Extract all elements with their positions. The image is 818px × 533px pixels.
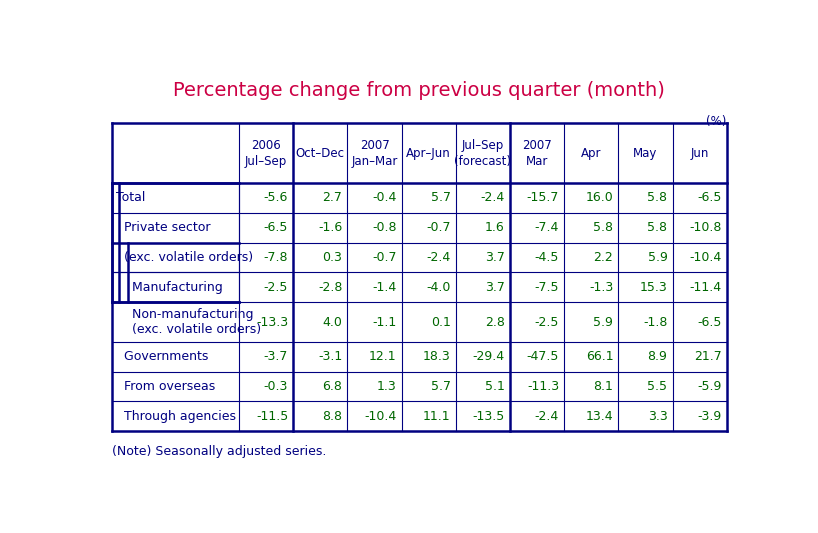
- Text: (%): (%): [706, 115, 726, 128]
- Text: -13.5: -13.5: [473, 410, 505, 423]
- Text: -1.3: -1.3: [589, 281, 614, 294]
- Text: Jul–Sep
(forecast): Jul–Sep (forecast): [454, 139, 511, 168]
- Text: (exc. volatile orders): (exc. volatile orders): [115, 251, 253, 264]
- Text: 5.8: 5.8: [647, 221, 667, 234]
- Text: -2.4: -2.4: [481, 191, 505, 205]
- Text: 15.3: 15.3: [640, 281, 667, 294]
- Text: -10.4: -10.4: [690, 251, 721, 264]
- Text: Private sector: Private sector: [115, 221, 210, 234]
- Text: 2006
Jul–Sep: 2006 Jul–Sep: [245, 139, 287, 168]
- Text: 6.8: 6.8: [322, 380, 343, 393]
- Text: 13.4: 13.4: [586, 410, 614, 423]
- Text: 2.2: 2.2: [594, 251, 614, 264]
- Text: -7.4: -7.4: [535, 221, 559, 234]
- Text: 1.6: 1.6: [485, 221, 505, 234]
- Text: -3.7: -3.7: [263, 350, 288, 364]
- Text: -11.3: -11.3: [527, 380, 559, 393]
- Text: -0.8: -0.8: [372, 221, 397, 234]
- Text: Apr: Apr: [581, 147, 601, 160]
- Text: -2.4: -2.4: [535, 410, 559, 423]
- Text: -13.3: -13.3: [256, 316, 288, 328]
- Text: -7.5: -7.5: [535, 281, 559, 294]
- Text: -2.8: -2.8: [318, 281, 343, 294]
- Text: -0.7: -0.7: [372, 251, 397, 264]
- Text: 3.7: 3.7: [485, 251, 505, 264]
- Text: Governments: Governments: [115, 350, 208, 364]
- Text: 5.7: 5.7: [431, 380, 451, 393]
- Text: -1.4: -1.4: [372, 281, 397, 294]
- Text: May: May: [633, 147, 658, 160]
- Text: 3.3: 3.3: [648, 410, 667, 423]
- Text: -4.5: -4.5: [535, 251, 559, 264]
- Text: 2007
Mar: 2007 Mar: [522, 139, 552, 168]
- Text: 16.0: 16.0: [586, 191, 614, 205]
- Text: Manufacturing: Manufacturing: [115, 281, 222, 294]
- Text: Oct–Dec: Oct–Dec: [296, 147, 345, 160]
- Text: -29.4: -29.4: [473, 350, 505, 364]
- Text: 5.8: 5.8: [647, 191, 667, 205]
- Text: -11.4: -11.4: [690, 281, 721, 294]
- Text: From overseas: From overseas: [115, 380, 215, 393]
- Text: -0.4: -0.4: [372, 191, 397, 205]
- Text: 11.1: 11.1: [423, 410, 451, 423]
- Text: -10.4: -10.4: [364, 410, 397, 423]
- Text: Percentage change from previous quarter (month): Percentage change from previous quarter …: [173, 81, 665, 100]
- Text: -1.8: -1.8: [643, 316, 667, 328]
- Text: -2.4: -2.4: [426, 251, 451, 264]
- Text: -0.3: -0.3: [263, 380, 288, 393]
- Text: -0.7: -0.7: [426, 221, 451, 234]
- Text: Apr–Jun: Apr–Jun: [407, 147, 451, 160]
- Text: -15.7: -15.7: [527, 191, 559, 205]
- Text: 5.9: 5.9: [593, 316, 614, 328]
- Text: 66.1: 66.1: [586, 350, 614, 364]
- Text: -1.6: -1.6: [318, 221, 343, 234]
- Text: Through agencies: Through agencies: [115, 410, 236, 423]
- Text: 21.7: 21.7: [694, 350, 721, 364]
- Text: -6.5: -6.5: [263, 221, 288, 234]
- Text: -6.5: -6.5: [697, 191, 721, 205]
- Text: -4.0: -4.0: [426, 281, 451, 294]
- Text: -5.6: -5.6: [263, 191, 288, 205]
- Text: -10.8: -10.8: [690, 221, 721, 234]
- Text: 5.5: 5.5: [647, 380, 667, 393]
- Text: 0.1: 0.1: [431, 316, 451, 328]
- Text: -3.1: -3.1: [318, 350, 343, 364]
- Text: 0.3: 0.3: [322, 251, 343, 264]
- Text: 2.7: 2.7: [322, 191, 343, 205]
- Text: Jun: Jun: [690, 147, 708, 160]
- Text: -1.1: -1.1: [372, 316, 397, 328]
- Text: Non-manufacturing
    (exc. volatile orders): Non-manufacturing (exc. volatile orders): [115, 308, 261, 336]
- Text: 5.9: 5.9: [648, 251, 667, 264]
- Text: 4.0: 4.0: [322, 316, 343, 328]
- Text: -47.5: -47.5: [527, 350, 559, 364]
- Text: 8.9: 8.9: [648, 350, 667, 364]
- Text: 5.8: 5.8: [593, 221, 614, 234]
- Text: -2.5: -2.5: [535, 316, 559, 328]
- Text: 5.7: 5.7: [431, 191, 451, 205]
- Text: -2.5: -2.5: [263, 281, 288, 294]
- Text: -5.9: -5.9: [697, 380, 721, 393]
- Text: 12.1: 12.1: [369, 350, 397, 364]
- Text: Total: Total: [115, 191, 145, 205]
- Text: -11.5: -11.5: [256, 410, 288, 423]
- Text: 5.1: 5.1: [485, 380, 505, 393]
- Text: (Note) Seasonally adjusted series.: (Note) Seasonally adjusted series.: [112, 445, 326, 458]
- Text: 8.8: 8.8: [322, 410, 343, 423]
- Text: 18.3: 18.3: [423, 350, 451, 364]
- Text: 3.7: 3.7: [485, 281, 505, 294]
- Text: -7.8: -7.8: [263, 251, 288, 264]
- Text: 8.1: 8.1: [593, 380, 614, 393]
- Text: 2007
Jan–Mar: 2007 Jan–Mar: [351, 139, 398, 168]
- Text: 2.8: 2.8: [485, 316, 505, 328]
- Text: -6.5: -6.5: [697, 316, 721, 328]
- Text: -3.9: -3.9: [698, 410, 721, 423]
- Text: 1.3: 1.3: [377, 380, 397, 393]
